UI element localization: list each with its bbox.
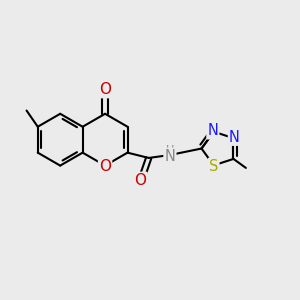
Text: O: O	[99, 82, 111, 97]
Text: O: O	[99, 159, 111, 174]
Text: N: N	[207, 123, 218, 138]
Text: H: H	[166, 145, 174, 155]
Text: S: S	[209, 159, 218, 174]
Text: O: O	[134, 173, 146, 188]
Text: N: N	[164, 149, 175, 164]
Text: N: N	[229, 130, 240, 145]
